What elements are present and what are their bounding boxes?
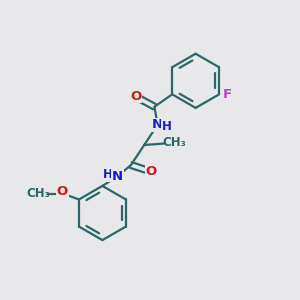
- Text: N: N: [112, 170, 123, 183]
- Text: H: H: [162, 120, 172, 133]
- Text: F: F: [223, 88, 232, 101]
- Text: CH₃: CH₃: [26, 187, 50, 200]
- Text: N: N: [152, 118, 163, 131]
- Text: O: O: [57, 185, 68, 198]
- Text: O: O: [146, 165, 157, 178]
- Text: O: O: [130, 90, 141, 103]
- Text: H: H: [103, 168, 113, 181]
- Text: CH₃: CH₃: [163, 136, 186, 149]
